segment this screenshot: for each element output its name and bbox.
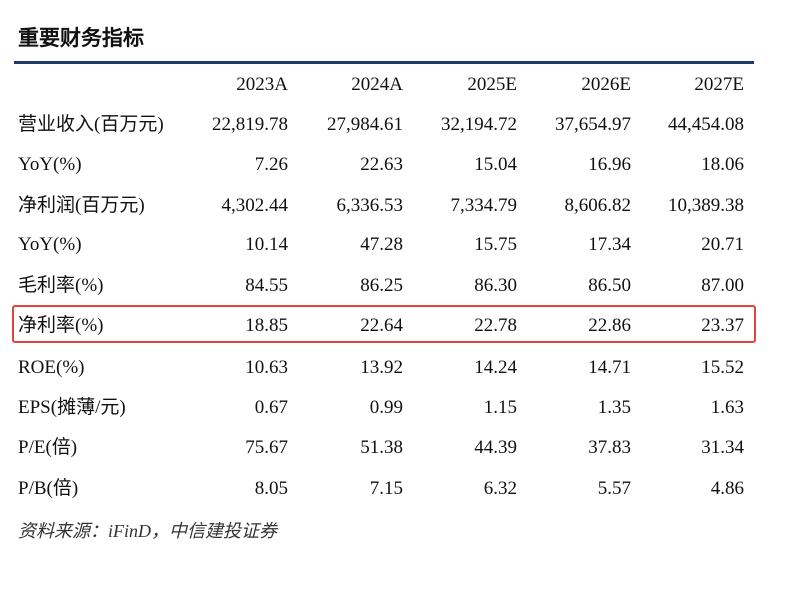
cell-value: 1.63: [710, 397, 744, 418]
cell-value: 14.24: [474, 357, 517, 378]
cell-value: 44.39: [474, 437, 517, 458]
row-label: 净利率(%): [18, 315, 104, 336]
cell-value: 16.96: [588, 154, 631, 175]
cell-value: 15.04: [474, 154, 517, 175]
column-header: 2024A: [351, 74, 403, 95]
cell-value: 6,336.53: [336, 195, 404, 216]
title-rule: [14, 61, 754, 64]
title: 重要财务指标: [18, 26, 144, 50]
cell-value: 31.34: [701, 437, 744, 458]
column-header: 2026E: [581, 74, 631, 95]
cell-value: 22.63: [360, 154, 403, 175]
row-label: YoY(%): [18, 154, 82, 175]
cell-value: 22.78: [474, 315, 517, 336]
cell-value: 86.25: [360, 275, 403, 296]
cell-value: 7,334.79: [450, 195, 518, 216]
cell-value: 32,194.72: [441, 114, 517, 135]
row-label: 营业收入(百万元): [18, 114, 164, 135]
cell-value: 8.05: [254, 478, 288, 499]
cell-value: 8,606.82: [564, 195, 632, 216]
cell-value: 18.85: [245, 315, 288, 336]
cell-value: 0.67: [254, 397, 288, 418]
cell-value: 7.15: [369, 478, 403, 499]
cell-value: 44,454.08: [668, 114, 744, 135]
row-label: P/B(倍): [18, 478, 79, 499]
cell-value: 18.06: [701, 154, 744, 175]
cell-value: 23.37: [701, 315, 744, 336]
cell-value: 15.75: [474, 234, 517, 255]
row-label: 净利润(百万元): [18, 195, 145, 216]
cell-value: 10.14: [245, 234, 288, 255]
cell-value: 5.57: [597, 478, 631, 499]
cell-value: 6.32: [483, 478, 517, 499]
cell-value: 22.86: [588, 315, 631, 336]
cell-value: 10,389.38: [668, 195, 744, 216]
column-header: 2023A: [236, 74, 288, 95]
cell-value: 27,984.61: [327, 114, 403, 135]
cell-value: 22.64: [360, 315, 403, 336]
cell-value: 37.83: [588, 437, 631, 458]
cell-value: 7.26: [254, 154, 288, 175]
row-label: YoY(%): [18, 234, 82, 255]
cell-value: 15.52: [701, 357, 744, 378]
cell-value: 75.67: [245, 437, 288, 458]
cell-value: 17.34: [588, 234, 631, 255]
row-label: EPS(摊薄/元): [18, 397, 126, 418]
column-header: 2027E: [694, 74, 744, 95]
cell-value: 1.35: [597, 397, 631, 418]
cell-value: 47.28: [360, 234, 403, 255]
cell-value: 51.38: [360, 437, 403, 458]
cell-value: 20.71: [701, 234, 744, 255]
row-label: P/E(倍): [18, 437, 78, 458]
cell-value: 14.71: [588, 357, 631, 378]
row-label: 毛利率(%): [18, 275, 104, 296]
row-label: ROE(%): [18, 357, 85, 378]
source: 资料来源：iFinD，中信建投证券: [18, 521, 277, 541]
cell-value: 1.15: [483, 397, 517, 418]
column-header: 2025E: [467, 74, 517, 95]
cell-value: 4,302.44: [221, 195, 289, 216]
cell-value: 86.50: [588, 275, 631, 296]
cell-value: 37,654.97: [555, 114, 631, 135]
cell-value: 84.55: [245, 275, 288, 296]
row-highlight: [12, 305, 756, 343]
cell-value: 86.30: [474, 275, 517, 296]
cell-value: 0.99: [369, 397, 403, 418]
cell-value: 87.00: [701, 275, 744, 296]
cell-value: 4.86: [710, 478, 744, 499]
cell-value: 13.92: [360, 357, 403, 378]
cell-value: 22,819.78: [212, 114, 288, 135]
cell-value: 10.63: [245, 357, 288, 378]
